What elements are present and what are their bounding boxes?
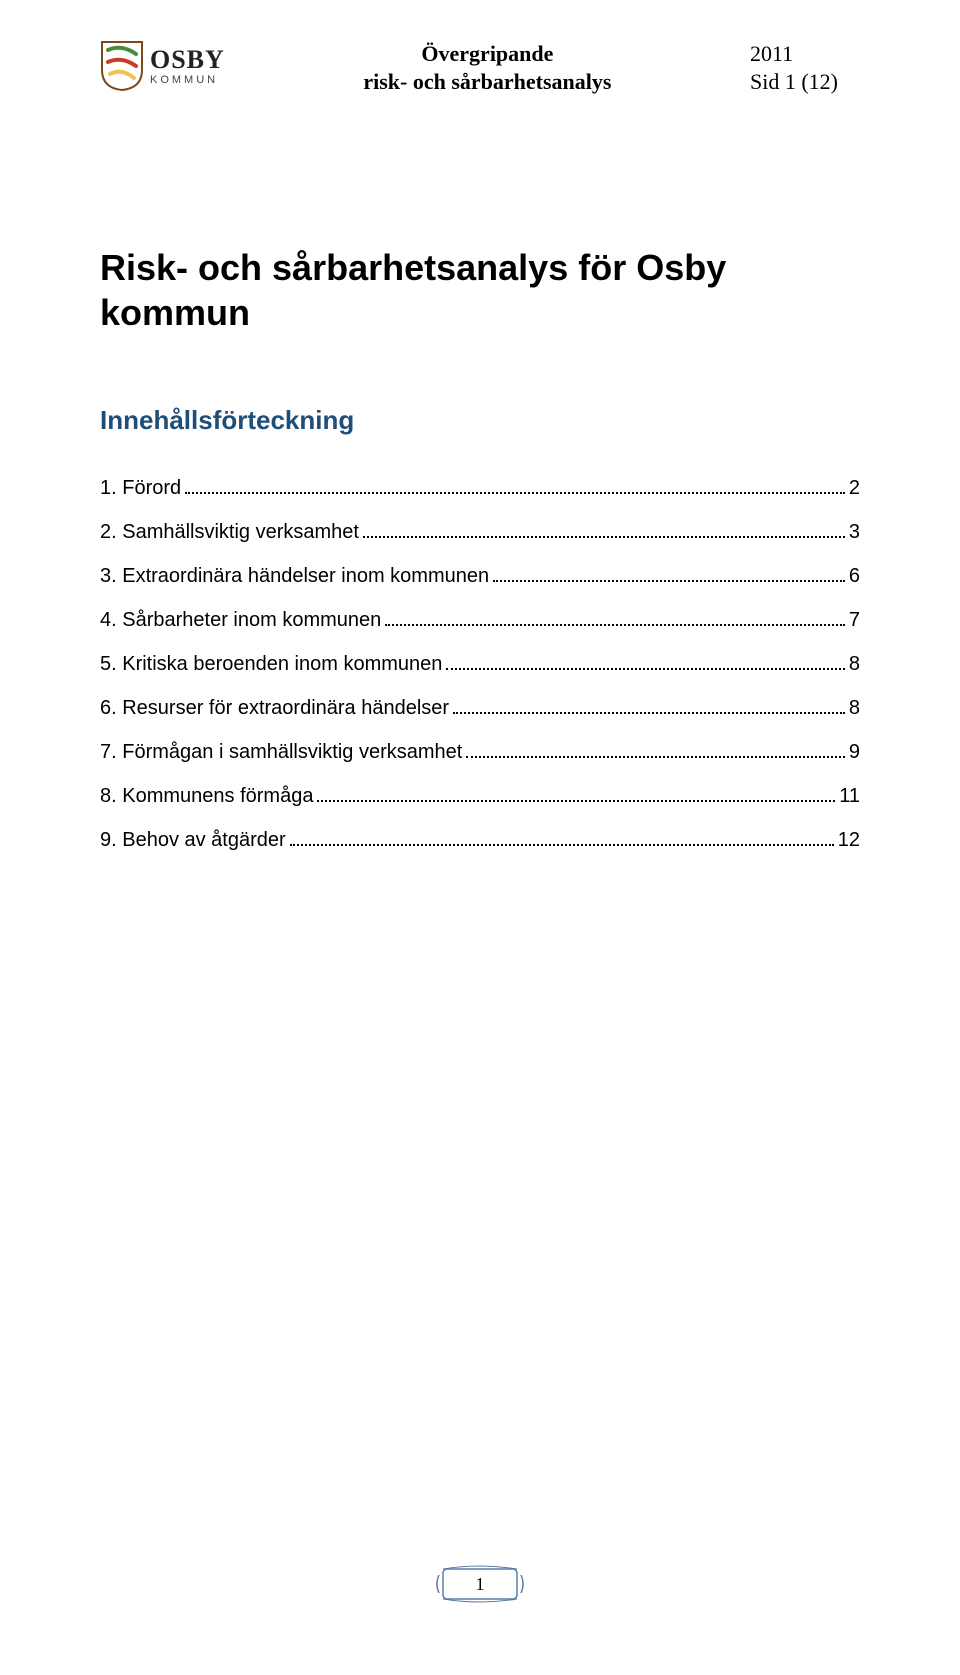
- toc-page: 2: [849, 466, 860, 510]
- toc-label: 5. Kritiska beroenden inom kommunen: [100, 642, 442, 686]
- toc-leader: [446, 652, 844, 670]
- toc-page: 11: [839, 774, 860, 818]
- toc-page: 8: [849, 642, 860, 686]
- toc-label: 1. Förord: [100, 466, 181, 510]
- toc-row: 3. Extraordinära händelser inom kommunen…: [100, 554, 860, 598]
- toc-row: 2. Samhällsviktig verksamhet 3: [100, 510, 860, 554]
- toc-page: 12: [838, 818, 860, 862]
- toc-row: 9. Behov av åtgärder 12: [100, 818, 860, 862]
- toc-row: 6. Resurser för extraordinära händelser 8: [100, 686, 860, 730]
- header-title-line1: Övergripande: [237, 40, 738, 68]
- toc-leader: [385, 608, 845, 626]
- logo-name: OSBY: [150, 47, 225, 73]
- header-year: 2011: [750, 40, 860, 68]
- header-meta: 2011 Sid 1 (12): [750, 40, 860, 95]
- page-number: 1: [435, 1563, 525, 1605]
- municipality-logo: OSBY KOMMUN: [100, 40, 225, 92]
- toc-label: 6. Resurser för extraordinära händelser: [100, 686, 449, 730]
- toc-leader: [185, 476, 845, 494]
- toc-leader: [453, 696, 845, 714]
- toc-row: 5. Kritiska beroenden inom kommunen 8: [100, 642, 860, 686]
- page-header: OSBY KOMMUN Övergripande risk- och sårba…: [100, 40, 860, 95]
- toc-label: 7. Förmågan i samhällsviktig verksamhet: [100, 730, 462, 774]
- table-of-contents: 1. Förord22. Samhällsviktig verksamhet33…: [100, 466, 860, 862]
- toc-leader: [466, 740, 845, 758]
- toc-page: 8: [849, 686, 860, 730]
- toc-row: 4. Sårbarheter inom kommunen 7: [100, 598, 860, 642]
- toc-leader: [363, 520, 845, 538]
- toc-page: 9: [849, 730, 860, 774]
- document-title: Risk- och sårbarhetsanalys för Osby komm…: [100, 245, 860, 335]
- toc-leader: [290, 828, 834, 846]
- toc-label: 2. Samhällsviktig verksamhet: [100, 510, 359, 554]
- toc-page: 3: [849, 510, 860, 554]
- document-page: OSBY KOMMUN Övergripande risk- och sårba…: [0, 0, 960, 1675]
- page-number-badge: 1: [435, 1563, 525, 1605]
- page-footer: 1: [0, 1563, 960, 1605]
- toc-page: 6: [849, 554, 860, 598]
- header-title-line2: risk- och sårbarhetsanalys: [237, 68, 738, 96]
- toc-row: 1. Förord 2: [100, 466, 860, 510]
- logo-text: OSBY KOMMUN: [150, 47, 225, 86]
- logo-sub: KOMMUN: [150, 75, 225, 86]
- toc-row: 8. Kommunens förmåga 11: [100, 774, 860, 818]
- header-title: Övergripande risk- och sårbarhetsanalys: [237, 40, 738, 95]
- toc-label: 3. Extraordinära händelser inom kommunen: [100, 554, 489, 598]
- toc-leader: [317, 784, 835, 802]
- toc-label: 9. Behov av åtgärder: [100, 818, 286, 862]
- toc-label: 4. Sårbarheter inom kommunen: [100, 598, 381, 642]
- toc-heading: Innehållsförteckning: [100, 405, 860, 436]
- toc-label: 8. Kommunens förmåga: [100, 774, 313, 818]
- shield-icon: [100, 40, 144, 92]
- toc-row: 7. Förmågan i samhällsviktig verksamhet 9: [100, 730, 860, 774]
- toc-page: 7: [849, 598, 860, 642]
- toc-leader: [493, 564, 845, 582]
- header-page-info: Sid 1 (12): [750, 68, 860, 96]
